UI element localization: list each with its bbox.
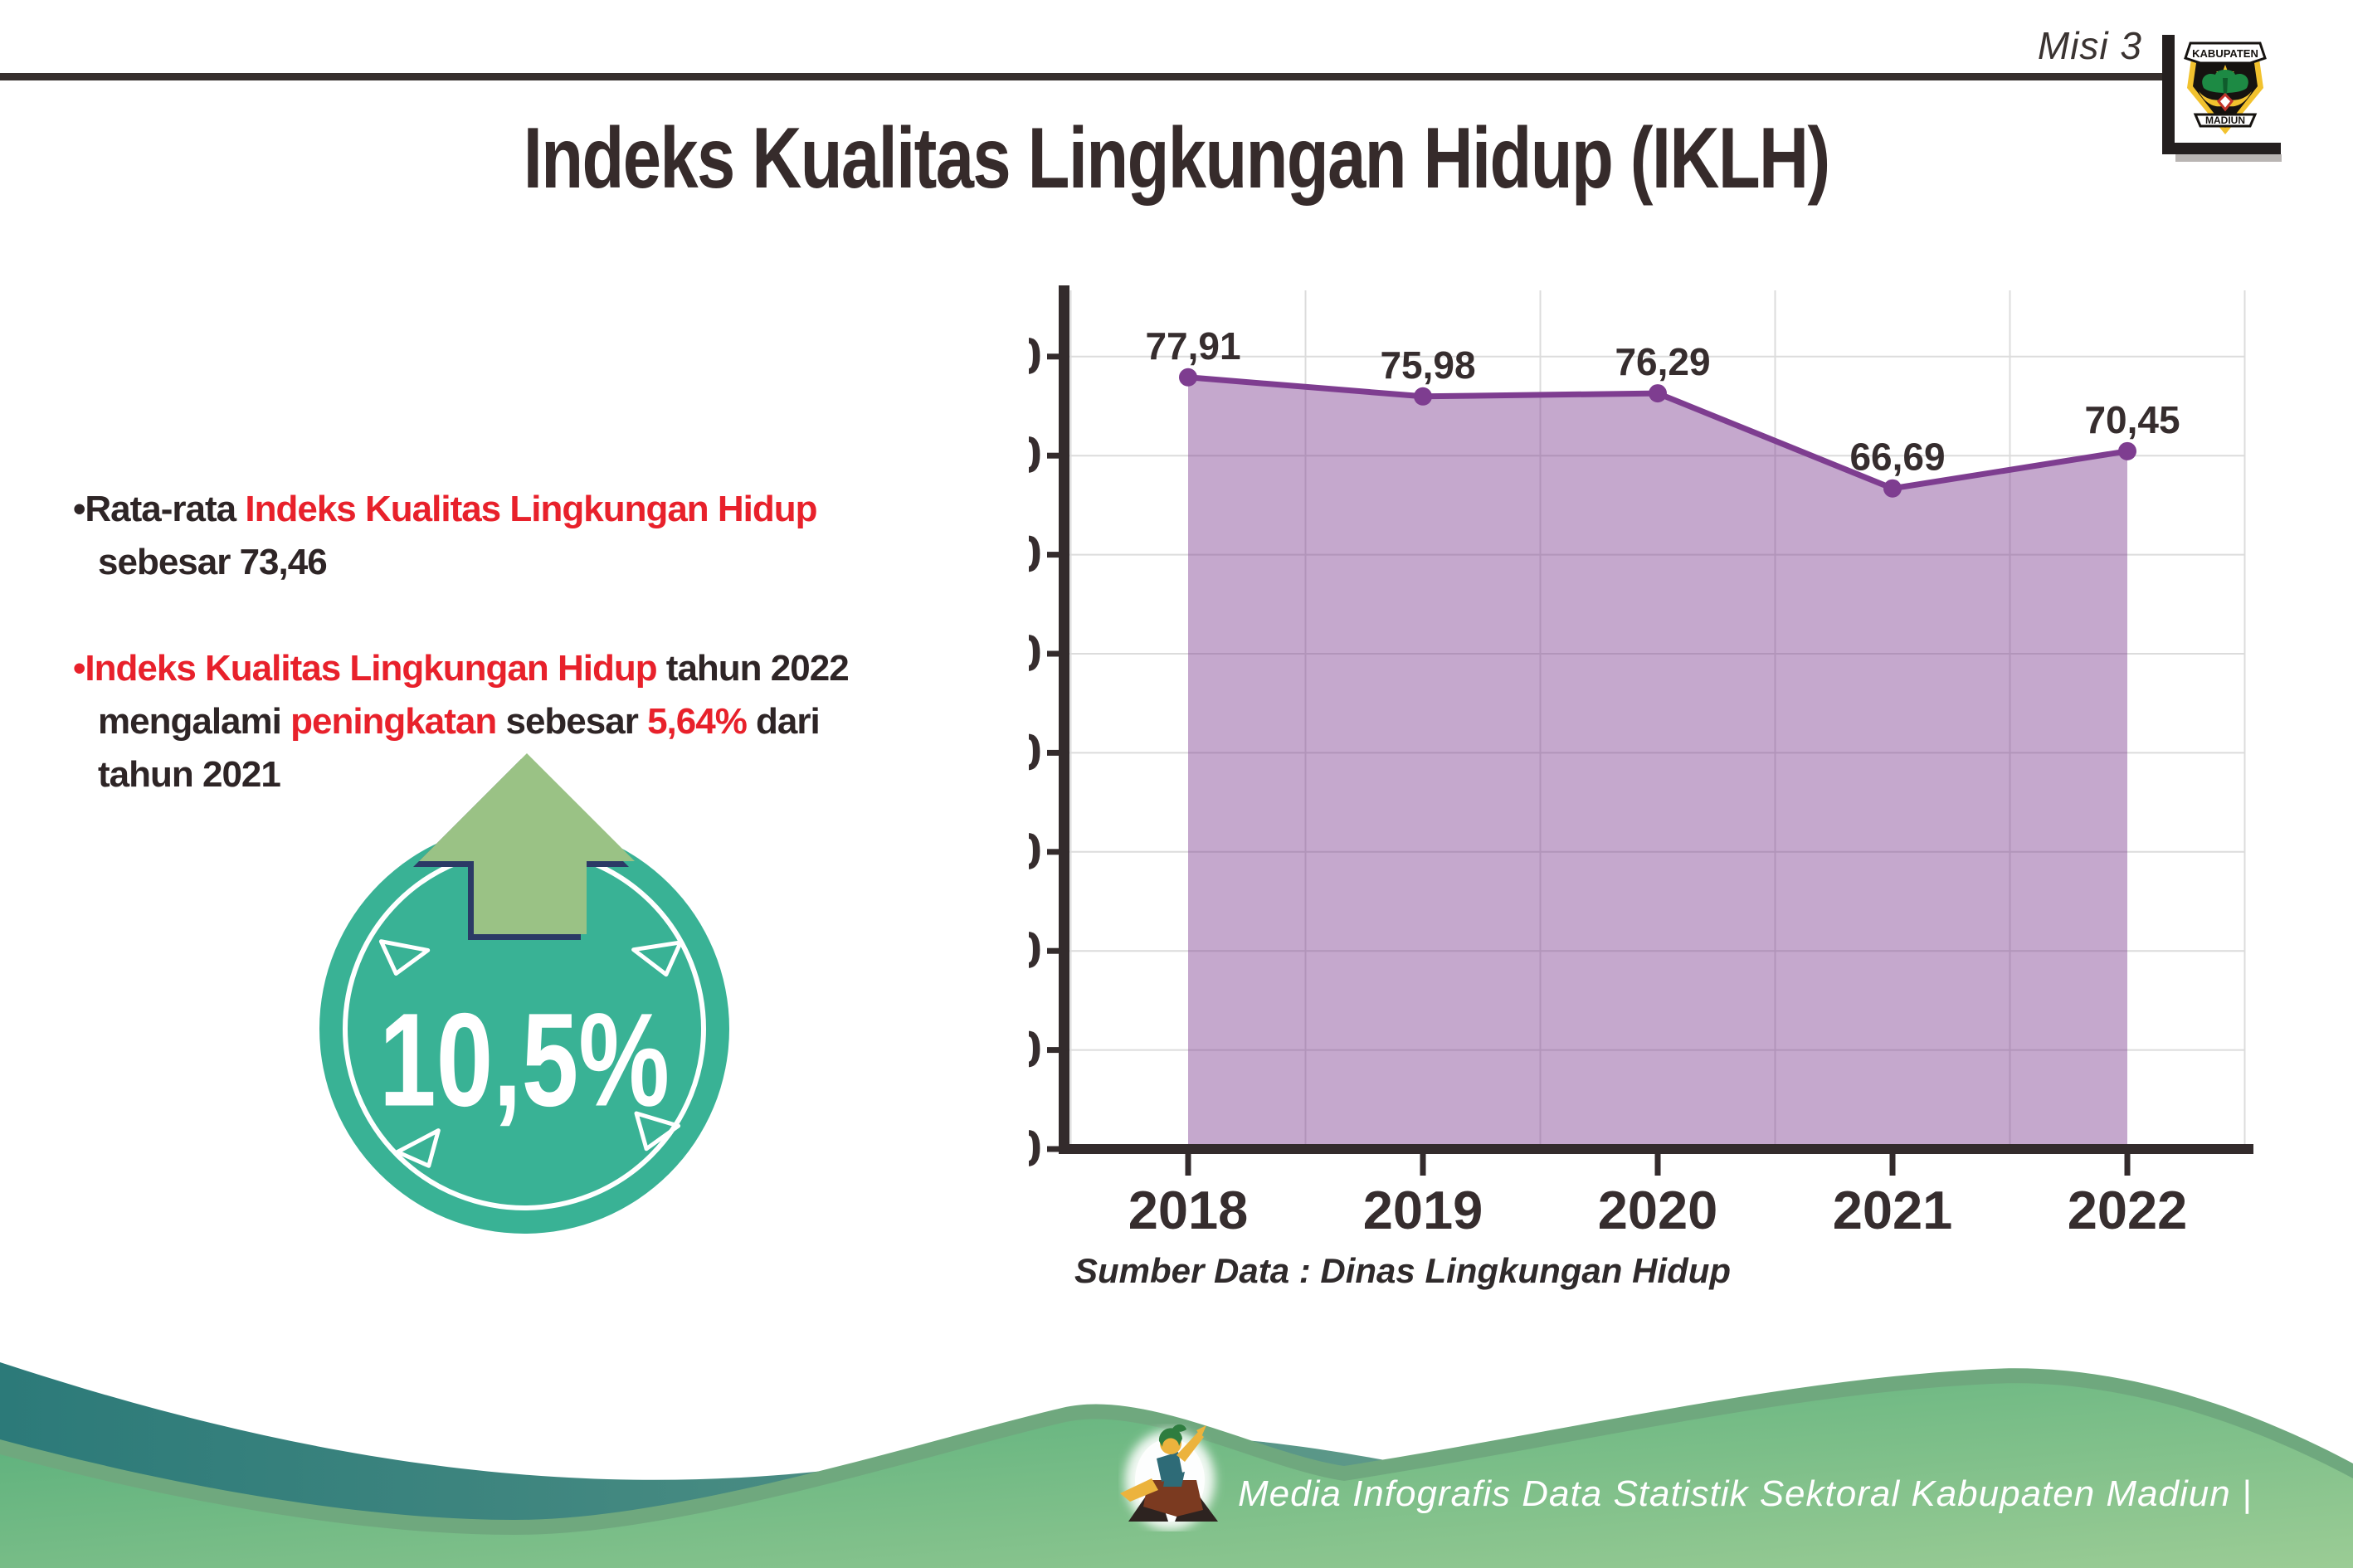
- mascot-arm-right: [1176, 1432, 1204, 1462]
- y-axis-line: [1059, 285, 1069, 1154]
- y-tick-label: 60: [1029, 526, 1042, 583]
- up-arrow-icon: [419, 753, 635, 934]
- crest-bottom-banner: [2193, 113, 2258, 128]
- crest-top-banner: [2184, 41, 2267, 65]
- crest-top-text: KABUPATEN: [2192, 47, 2258, 60]
- y-tick-label: 50: [1029, 626, 1042, 683]
- x-tick-label: 2020: [1598, 1180, 1718, 1240]
- footer-caption: Media Infografis Data Statistik Sektoral…: [1238, 1473, 2253, 1514]
- bullet-1-text: •Rata-rata: [73, 489, 246, 529]
- data-label: 75,98: [1380, 343, 1475, 387]
- data-point-marker: [1883, 479, 1902, 498]
- data-point-marker: [1649, 384, 1667, 403]
- dancer-mascot-icon: [1120, 1424, 1218, 1530]
- crest-wing-left-icon: [2199, 91, 2224, 107]
- area-fill: [1188, 377, 2127, 1149]
- x-tick-label: 2018: [1128, 1180, 1249, 1240]
- burst-triangle-ne: [631, 940, 683, 977]
- key-findings-text: •Rata-rata Indeks Kualitas Lingkungan Hi…: [73, 483, 1035, 801]
- burst-triangle-se: [634, 1111, 681, 1152]
- crest-bottom-text: MADIUN: [2205, 114, 2245, 126]
- burst-triangle-sw: [395, 1128, 441, 1168]
- badge-value: 10,5%: [379, 986, 670, 1134]
- bullet-1-line2: sebesar 73,46: [98, 542, 328, 582]
- mascot-torso-lower: [1163, 1472, 1185, 1487]
- data-label: 70,45: [2084, 398, 2180, 441]
- data-point-marker: [1414, 387, 1432, 406]
- x-tick-label: 2022: [2068, 1180, 2188, 1240]
- chart-source-note: Sumber Data : Dinas Lingkungan Hidup: [1074, 1251, 1732, 1290]
- y-tick-label: 80: [1029, 328, 1042, 385]
- corner-bracket-vertical: [2162, 35, 2175, 154]
- mascot-cap: [1158, 1428, 1182, 1447]
- corner-bracket-shadow: [2175, 154, 2282, 162]
- y-tick-label: 70: [1029, 427, 1042, 485]
- misi-label: Misi 3: [2037, 24, 2142, 67]
- crest-center-shield: [2216, 92, 2234, 112]
- x-tick-label: 2019: [1363, 1180, 1483, 1240]
- data-point-marker: [2118, 441, 2136, 460]
- bullet-1: •Rata-rata Indeks Kualitas Lingkungan Hi…: [73, 483, 1035, 589]
- header-rule: [0, 73, 2167, 80]
- chart-canvas: 0 10 20 30 40 50 60 70 80 2018 2019 2020 2021 2022 77,…: [1029, 285, 2253, 1240]
- bullet-2-line3: tahun 2021: [98, 754, 281, 795]
- bullet-2: •Indeks Kualitas Lingkungan Hidup tahun …: [73, 642, 1035, 801]
- page-title-row: Indeks Kualitas Lingkungan Hidup (IKLH): [0, 110, 2353, 208]
- mascot-sash: [1120, 1478, 1158, 1502]
- y-tick-label: 20: [1029, 923, 1042, 980]
- bullet-2-line2-text: mengalami: [98, 701, 291, 742]
- crest-wing-right-icon: [2227, 91, 2252, 107]
- mascot-skirt: [1143, 1480, 1203, 1517]
- page-title: Indeks Kualitas Lingkungan Hidup (IKLH): [524, 110, 1831, 207]
- y-tick-label: 0: [1029, 1121, 1042, 1178]
- bullet-1-highlight: Indeks Kualitas Lingkungan Hidup: [245, 489, 817, 529]
- badge-burst-marks: [378, 939, 683, 1168]
- mascot-cap-leaf: [1172, 1424, 1186, 1432]
- y-tick-label: 10: [1029, 1021, 1042, 1079]
- bullet-2-line2-highlight: peningkatan: [290, 701, 497, 742]
- mascot-hand: [1196, 1425, 1206, 1437]
- iklh-area-chart: 0 10 20 30 40 50 60 70 80 2018 2019 2020 2021 2022 77,…: [1029, 274, 2323, 1336]
- y-tick-label: 40: [1029, 724, 1042, 782]
- bullet-2-text: tahun 2022: [656, 648, 850, 689]
- corner-bracket-horizontal: [2162, 143, 2281, 154]
- bullet-2-percent-highlight: 5,64%: [647, 701, 748, 742]
- badge-circle: [319, 824, 729, 1234]
- x-tick-label: 2021: [1833, 1180, 1953, 1240]
- data-label: 66,69: [1849, 436, 1945, 479]
- burst-triangle-nw: [378, 939, 431, 976]
- x-axis-line: [1059, 1144, 2253, 1154]
- increase-badge: 10,5%: [319, 753, 729, 1234]
- y-tick-label: 30: [1029, 823, 1042, 880]
- crest-tree-trunk: [2223, 78, 2228, 96]
- data-label: 76,29: [1615, 340, 1710, 383]
- bullet-2-highlight: •Indeks Kualitas Lingkungan Hidup: [73, 648, 658, 689]
- data-label: 77,91: [1145, 324, 1240, 368]
- bullet-2-line2-text2: sebesar: [496, 701, 648, 742]
- data-point-marker: [1179, 368, 1197, 387]
- kabupaten-madiun-crest-icon: KABUPATEN MADIUN: [2184, 41, 2267, 134]
- bullet-2-line2-text3: dari: [746, 701, 821, 742]
